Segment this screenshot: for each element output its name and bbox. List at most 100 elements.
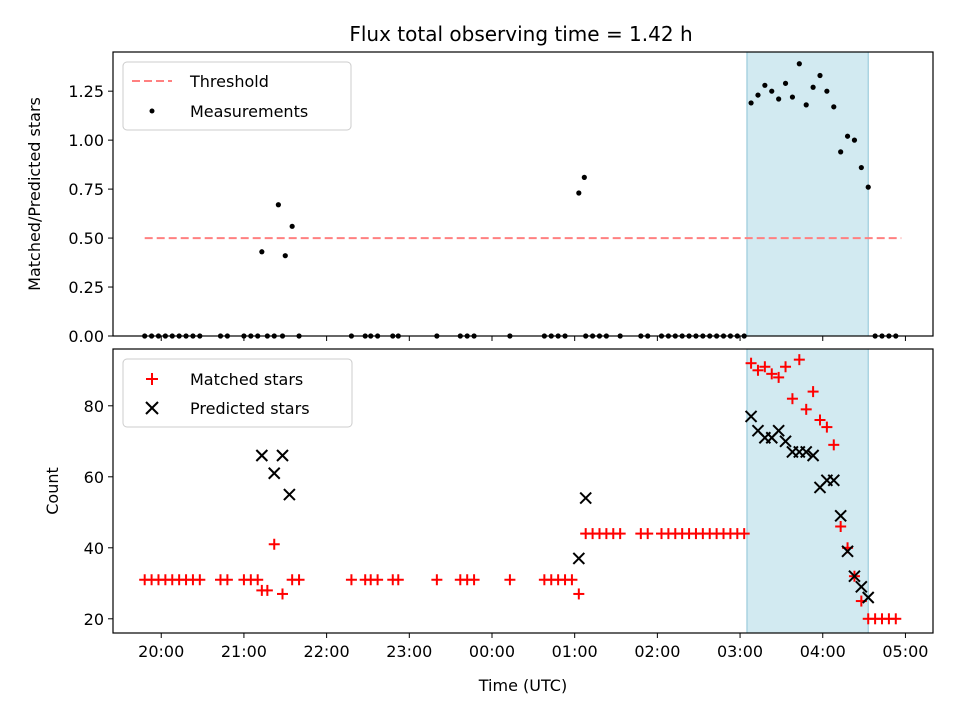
predicted-point xyxy=(772,424,785,437)
y-tick-label: 60 xyxy=(84,468,104,487)
matched-point xyxy=(261,584,273,596)
measurement-point xyxy=(282,253,288,259)
predicted-point xyxy=(744,410,758,423)
bottom-y-axis: 20 40 60 80 xyxy=(84,397,113,629)
measurement-point xyxy=(803,102,809,108)
y-tick-label: 80 xyxy=(84,397,104,416)
matched-point xyxy=(642,528,654,540)
matched-point xyxy=(752,364,764,376)
legend-matched-swatch xyxy=(146,373,158,385)
legend-measurement-swatch xyxy=(149,108,155,114)
bottom-x-axis: 20:00 21:00 22:00 23:00 00:00 01:00 02:00 03:00… xyxy=(138,633,928,661)
matched-point xyxy=(345,574,357,586)
matched-point xyxy=(504,574,516,586)
matched-point xyxy=(372,574,384,586)
measurement-point xyxy=(831,104,837,110)
matched-point xyxy=(573,588,585,600)
matched-point xyxy=(221,574,233,586)
predicted-point xyxy=(283,488,296,501)
measurement-point xyxy=(851,137,858,143)
matched-point xyxy=(277,588,289,600)
predicted-point xyxy=(862,591,875,604)
measurement-point xyxy=(817,72,823,79)
measurement-point xyxy=(769,88,775,94)
x-tick-label: 04:00 xyxy=(800,642,846,661)
y-tick-label: 1.25 xyxy=(68,82,104,101)
matched-point xyxy=(392,574,404,586)
observing-span-band xyxy=(746,348,869,634)
top-legend: Threshold Measurements xyxy=(122,61,352,131)
measurement-point xyxy=(289,223,295,229)
x-tick-label: 03:00 xyxy=(717,642,763,661)
matched-point xyxy=(431,574,443,586)
matched-point xyxy=(828,439,840,451)
predicted-point xyxy=(806,449,820,462)
matched-point xyxy=(252,574,264,586)
y-tick-label: 0.50 xyxy=(68,229,104,248)
predicted-point xyxy=(579,491,592,505)
bottom-observing-span xyxy=(746,348,869,634)
matched-points xyxy=(139,354,902,625)
x-tick-label: 20:00 xyxy=(138,642,184,661)
matched-point xyxy=(745,357,757,369)
measurement-point xyxy=(275,202,281,208)
measurement-point xyxy=(789,94,796,100)
matched-point xyxy=(780,361,792,373)
predicted-point xyxy=(827,474,840,487)
matched-point xyxy=(738,528,750,540)
predicted-point xyxy=(855,580,868,594)
x-tick-label: 01:00 xyxy=(552,642,598,661)
predicted-point xyxy=(255,449,269,462)
bottom-legend-box xyxy=(122,358,353,428)
predicted-points xyxy=(255,410,875,604)
x-axis-label: Time (UTC) xyxy=(478,676,567,695)
matched-point xyxy=(194,574,206,586)
measurement-point xyxy=(844,133,851,139)
x-tick-label: 05:00 xyxy=(882,642,928,661)
predicted-point xyxy=(848,569,861,583)
measurement-point xyxy=(755,92,761,98)
measurement-point xyxy=(810,84,816,90)
y-tick-label: 0.25 xyxy=(68,278,104,297)
y-tick-label: 20 xyxy=(84,610,104,629)
predicted-point xyxy=(779,435,792,448)
matched-point xyxy=(759,361,771,373)
matched-point xyxy=(566,574,578,586)
x-tick-label: 23:00 xyxy=(386,642,432,661)
matched-point xyxy=(468,574,480,586)
x-tick-label: 21:00 xyxy=(221,642,267,661)
x-tick-label: 02:00 xyxy=(634,642,680,661)
y-tick-label: 0.75 xyxy=(68,180,104,199)
legend-matched-label: Matched stars xyxy=(190,370,303,389)
top-observing-span xyxy=(746,51,869,337)
matched-point xyxy=(766,368,778,380)
matched-point xyxy=(773,371,785,383)
measurement-point xyxy=(581,174,587,180)
measurement-point xyxy=(796,61,802,67)
measurement-point xyxy=(865,184,871,190)
predicted-point xyxy=(276,449,289,462)
chart-title: Flux total observing time = 1.42 h xyxy=(349,22,692,46)
measurement-point xyxy=(838,149,844,155)
legend-predicted-label: Predicted stars xyxy=(190,399,310,418)
x-tick-label: 22:00 xyxy=(304,642,350,661)
y-tick-label: 40 xyxy=(84,539,104,558)
matched-point xyxy=(800,403,812,415)
measurement-point xyxy=(259,249,265,255)
top-plot-frame xyxy=(112,51,934,337)
predicted-point xyxy=(834,509,847,523)
predicted-point xyxy=(841,545,854,558)
matched-point xyxy=(814,414,826,426)
measurement-point xyxy=(576,190,582,196)
matched-point xyxy=(807,386,819,398)
top-y-axis: 0.00 0.25 0.50 0.75 1.00 1.25 xyxy=(68,82,113,346)
measurement-point xyxy=(762,82,768,88)
measurement-point xyxy=(776,96,782,102)
measurement-point xyxy=(782,80,789,86)
matched-point xyxy=(890,613,902,625)
bottom-y-axis-label: Count xyxy=(43,467,62,515)
predicted-point xyxy=(572,552,586,565)
matched-point xyxy=(821,421,833,433)
matched-point xyxy=(786,393,798,405)
top-x-ticks xyxy=(160,336,906,341)
